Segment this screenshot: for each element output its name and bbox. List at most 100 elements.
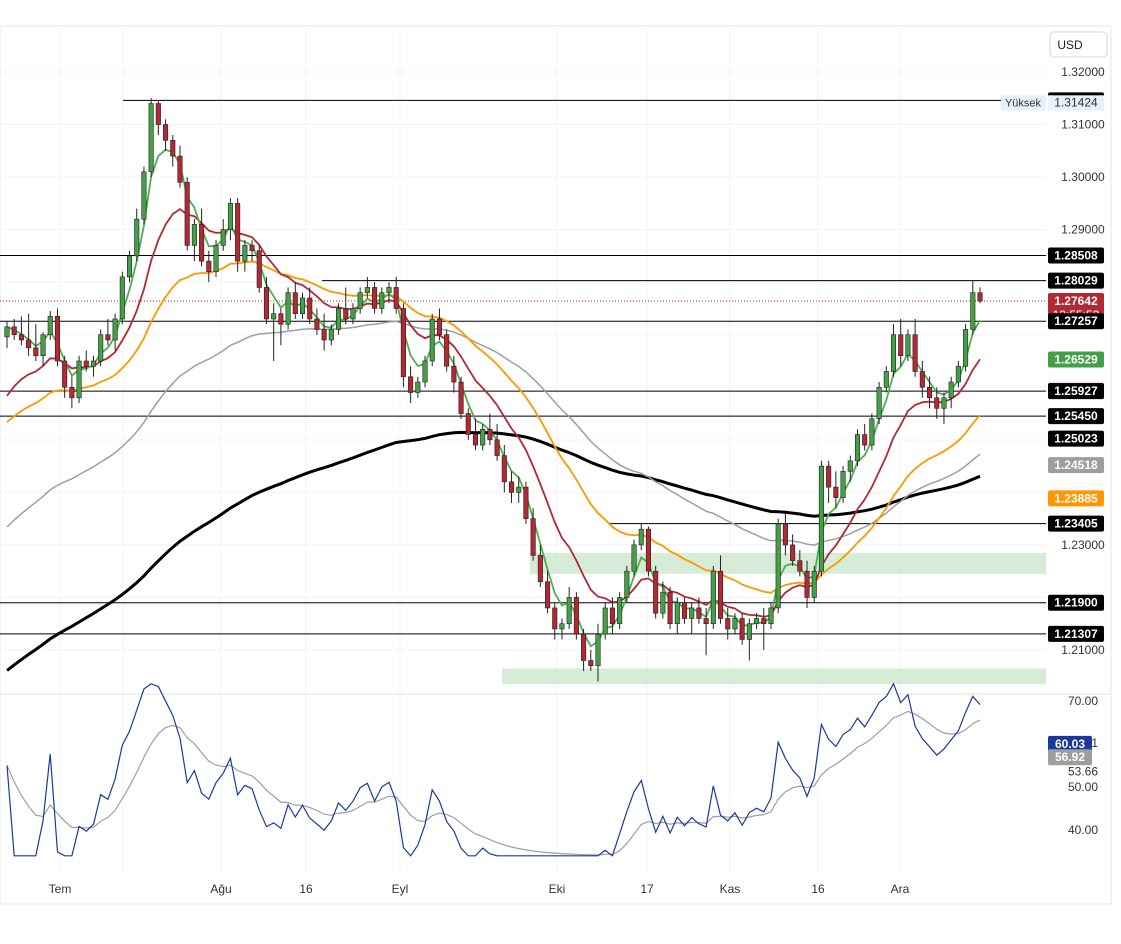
candle-body — [631, 544, 637, 572]
candle-body — [408, 376, 414, 393]
candle — [18, 316, 24, 346]
candle — [90, 355, 97, 377]
currency-button-bg — [1049, 31, 1108, 58]
price-badge: 1.23405 — [1048, 515, 1104, 532]
candle-body — [674, 602, 680, 625]
candle-body — [725, 618, 731, 630]
candle-body — [76, 360, 82, 399]
candle — [307, 287, 313, 325]
candle-body — [199, 224, 205, 262]
candle-body — [40, 334, 46, 357]
price-badge: 1.23885 — [1048, 490, 1104, 507]
candle-body — [357, 292, 363, 309]
candle — [674, 597, 680, 635]
candle-body — [804, 570, 810, 598]
candle — [840, 466, 846, 503]
badge-bg — [1048, 749, 1092, 766]
candle-body — [386, 287, 392, 293]
candle — [804, 560, 810, 608]
candle — [487, 413, 493, 446]
candle — [963, 324, 969, 372]
candle — [98, 329, 104, 367]
ma-green-line — [6, 148, 981, 648]
candle — [653, 565, 659, 619]
candle — [818, 460, 824, 577]
candle — [386, 282, 392, 304]
high-label-value: 1.31424 — [1054, 95, 1098, 109]
candle — [667, 586, 673, 629]
candle-body — [299, 297, 306, 315]
candle — [588, 650, 594, 672]
candle — [790, 534, 796, 566]
candle — [617, 592, 623, 629]
candle-body — [818, 465, 824, 572]
candle-body — [170, 140, 176, 157]
candle — [76, 355, 82, 404]
candle-body — [155, 103, 161, 125]
candle-body — [263, 287, 270, 320]
candle — [862, 424, 868, 451]
candle — [444, 329, 450, 372]
candle — [170, 135, 176, 167]
high-label: Yüksek 1.31424 — [1001, 95, 1104, 111]
badge-value: 1.21307 — [1054, 627, 1098, 641]
candle-body — [739, 618, 745, 640]
time-label: 17 — [640, 882, 654, 896]
candle-body — [119, 276, 125, 320]
price-badge: 1.26529 — [1048, 351, 1104, 368]
candle — [69, 376, 75, 409]
rsi-tick-label: 70.00 — [1068, 694, 1098, 708]
candle — [451, 355, 457, 393]
candle-body — [278, 313, 284, 325]
candle-body — [746, 623, 752, 640]
badge-value: 1.25450 — [1054, 409, 1098, 423]
badge-bg — [1048, 515, 1104, 532]
badge-value: 1.27257 — [1054, 314, 1098, 328]
candle-body — [343, 308, 349, 320]
candle — [213, 240, 219, 277]
candle-body — [660, 591, 666, 614]
candle-body — [220, 229, 226, 246]
candle — [299, 292, 306, 319]
high-value-bg — [1048, 95, 1104, 111]
candle-body — [934, 397, 940, 409]
candle — [696, 597, 702, 624]
currency-button[interactable]: USD — [1049, 31, 1108, 58]
candle — [415, 376, 421, 398]
candles — [4, 98, 983, 682]
candle — [436, 308, 442, 340]
candle-body — [912, 334, 918, 372]
candle-body — [883, 371, 889, 388]
candle — [602, 602, 608, 640]
candle — [710, 565, 716, 629]
price-badge: 1.21307 — [1048, 625, 1104, 642]
candle — [26, 313, 32, 356]
candle — [905, 329, 911, 361]
candle — [948, 376, 954, 409]
price-badge: 1.25450 — [1048, 408, 1104, 425]
candle — [408, 366, 414, 404]
price-tick-label: 1.29000 — [1061, 223, 1105, 237]
price-badge: 1.28029 — [1048, 272, 1104, 289]
badge-value: 1.28029 — [1054, 274, 1098, 288]
ui-controls: USD — [1049, 31, 1108, 58]
candle — [559, 618, 565, 640]
candle — [163, 119, 169, 151]
candle-body — [927, 386, 933, 399]
badge-bg — [1048, 408, 1104, 425]
candle — [761, 607, 767, 650]
badge-value: 1.21900 — [1054, 596, 1098, 610]
candle — [833, 471, 839, 509]
candle-body — [47, 316, 53, 336]
time-label: Ağu — [210, 882, 231, 896]
candle-body — [761, 618, 767, 625]
candle — [206, 250, 212, 283]
candle-body — [681, 602, 688, 619]
badge-bg — [1048, 351, 1104, 368]
candle-body — [530, 518, 536, 556]
candle — [732, 613, 738, 635]
price-badge: 1.24518 — [1048, 457, 1104, 474]
candle — [105, 318, 111, 346]
